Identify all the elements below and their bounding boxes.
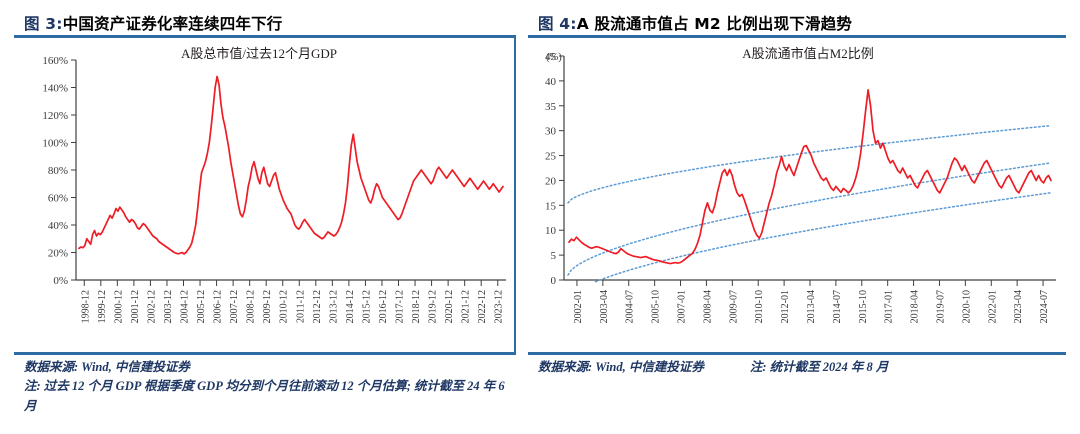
left-x-tick-label: 2008-12 (246, 290, 257, 323)
right-x-tick-label: 2018-04 (910, 290, 921, 323)
right-x-tick-label: 2005-10 (651, 290, 662, 323)
left-x-tick-label: 2022-12 (477, 290, 488, 323)
left-series-line (78, 75, 504, 255)
left-x-tick-label: 2023-12 (494, 290, 505, 323)
left-y-tick-label: 60% (48, 193, 68, 205)
left-x-axis: 1998-12 1999-12 2000-12 2001-12 2002-12 2003-… (76, 279, 506, 323)
right-x-tick-label: 2002-01 (573, 290, 584, 323)
left-x-tick-label: 2010-12 (279, 290, 290, 323)
left-x-tick-label: 2013-12 (328, 290, 339, 323)
right-x-tick-label: 2010-10 (754, 290, 765, 323)
right-band-upper-trend (567, 124, 1051, 204)
left-x-tick-label: 2012-12 (312, 290, 323, 323)
float-cap-to-m2-plot: A股流通市值占M2比例 (%) 0 5 10 15 20 25 30 35 40 45 2002-… (545, 46, 1056, 323)
right-x-tick-label: 2008-04 (702, 290, 713, 323)
right-y-tick-label: 40 (545, 76, 557, 88)
right-x-tick-label: 2012-01 (780, 290, 791, 323)
right-figure-label: 图 4: (538, 15, 577, 33)
right-x-tick-label: 2024-07 (1039, 290, 1050, 323)
right-note-source: 数据来源: Wind, 中信建投证券 (538, 360, 704, 374)
left-top-rule (14, 35, 514, 38)
left-chart-title: A股总市值/过去12个月GDP (181, 46, 337, 61)
securitization-ratio-plot: A股总市值/过去12个月GDP 0% 20% 40% 60% 80% 100% 120% 14… (42, 46, 506, 323)
right-y-tick-label: 25 (545, 151, 557, 163)
right-x-tick-label: 2017-01 (884, 290, 895, 323)
left-x-tick-label: 2000-12 (113, 290, 124, 323)
left-notes: 数据来源: Wind, 中信建投证券 注: 过去 12 个月 GDP 根据季度 … (24, 358, 508, 416)
right-y-tick-label: 20 (545, 175, 557, 187)
right-x-tick-label: 2022-01 (987, 290, 998, 323)
right-y-tick-label: 15 (545, 200, 557, 212)
left-x-tick-label: 2015-12 (361, 290, 372, 323)
left-x-tick-label: 2017-12 (395, 290, 406, 323)
left-x-tick-label: 2007-12 (229, 290, 240, 323)
left-y-axis: 0% 20% 40% 60% 80% 100% 120% 140% 160% (42, 55, 77, 287)
left-x-tick-label: 2009-12 (262, 290, 273, 323)
figure-panel-left: 图 3:中国资产证券化率连续四年下行 A股总市值/过去12个月GDP 0% 20%… (14, 0, 514, 434)
right-y-tick-label: 10 (545, 225, 557, 237)
left-x-tick-label: 2018-12 (411, 290, 422, 323)
left-y-tick-label: 80% (48, 165, 68, 177)
right-x-tick-label: 2007-01 (677, 290, 688, 323)
left-x-tick-label: 2003-12 (163, 290, 174, 323)
left-x-tick-label: 2021-12 (461, 290, 472, 323)
right-x-tick-label: 2014-07 (832, 290, 843, 323)
right-figure-heading: A 股流通市值占 M2 比例出现下滑趋势 (576, 15, 853, 33)
right-y-unit: (%) (546, 52, 562, 63)
left-x-tick-label: 2016-12 (378, 290, 389, 323)
right-bottom-rule (528, 352, 1066, 355)
right-y-tick-label: 45 (545, 51, 557, 63)
right-x-tick-label: 2004-07 (625, 290, 636, 323)
left-y-tick-label: 100% (42, 138, 68, 150)
left-x-tick-label: 1998-12 (80, 290, 91, 323)
right-band-lower-trend (594, 192, 1051, 283)
right-panel-title: 图 4:A 股流通市值占 M2 比例出现下滑趋势 (538, 12, 1066, 34)
right-x-tick-label: 2009-07 (728, 290, 739, 323)
left-figure-label: 图 3: (24, 15, 63, 33)
left-x-tick-label: 1999-12 (97, 290, 108, 323)
right-x-axis: 2002-01 2003-04 2004-07 2005-10 2007-01 2008-… (564, 279, 1056, 323)
left-x-tick-label: 2011-12 (295, 290, 306, 323)
right-y-tick-label: 30 (545, 126, 557, 138)
right-x-tick-label: 2023-04 (1013, 290, 1024, 323)
left-y-tick-label: 120% (42, 110, 68, 122)
left-y-tick-label: 140% (42, 83, 68, 95)
right-y-tick-label: 5 (551, 250, 557, 262)
left-x-tick-label: 2005-12 (196, 290, 207, 323)
right-y-tick-label: 35 (545, 101, 557, 113)
right-x-tick-label: 2003-04 (599, 290, 610, 323)
left-x-tick-label: 2019-12 (428, 290, 439, 323)
right-x-tick-label: 2013-04 (806, 290, 817, 323)
right-series-line (568, 89, 1052, 265)
right-chart-title: A股流通市值占M2比例 (742, 46, 873, 61)
left-chart: A股总市值/过去12个月GDP 0% 20% 40% 60% 80% 100% 120% 14… (14, 40, 514, 352)
left-y-tick-label: 40% (48, 220, 68, 232)
panel-divider (514, 35, 516, 355)
left-x-tick-label: 2002-12 (146, 290, 157, 323)
right-x-tick-label: 2019-07 (935, 290, 946, 323)
left-x-tick-label: 2006-12 (213, 290, 224, 323)
right-notes: 数据来源: Wind, 中信建投证券 注: 统计截至 2024 年 8 月 (538, 358, 1060, 377)
left-note-source: 数据来源: Wind, 中信建投证券 (24, 360, 190, 374)
right-y-tick-label: 0 (551, 275, 557, 287)
left-x-tick-label: 2004-12 (180, 290, 191, 323)
left-y-tick-label: 20% (48, 248, 68, 260)
left-x-tick-label: 2014-12 (345, 290, 356, 323)
right-y-axis: 0 5 10 15 20 25 30 35 40 45 (545, 51, 565, 287)
left-panel-title: 图 3:中国资产证券化率连续四年下行 (24, 12, 514, 34)
right-x-tick-label: 2020-10 (961, 290, 972, 323)
right-chart: A股流通市值占M2比例 (%) 0 5 10 15 20 25 30 35 40 45 2002-… (528, 40, 1066, 352)
right-top-rule (528, 35, 1066, 38)
right-note-detail: 注: 统计截至 2024 年 8 月 (749, 360, 889, 374)
left-x-tick-label: 2020-12 (444, 290, 455, 323)
left-bottom-rule (14, 352, 514, 355)
left-y-tick-label: 0% (53, 275, 68, 287)
left-y-tick-label: 160% (42, 55, 68, 67)
right-x-tick-label: 2015-10 (858, 290, 869, 323)
left-x-tick-label: 2001-12 (130, 290, 141, 323)
left-figure-heading: 中国资产证券化率连续四年下行 (62, 15, 283, 33)
figure-panel-right: 图 4:A 股流通市值占 M2 比例出现下滑趋势 A股流通市值占M2比例 (%)… (528, 0, 1066, 434)
left-note-detail: 注: 过去 12 个月 GDP 根据季度 GDP 均分到个月往前滚动 12 个月… (24, 379, 505, 413)
